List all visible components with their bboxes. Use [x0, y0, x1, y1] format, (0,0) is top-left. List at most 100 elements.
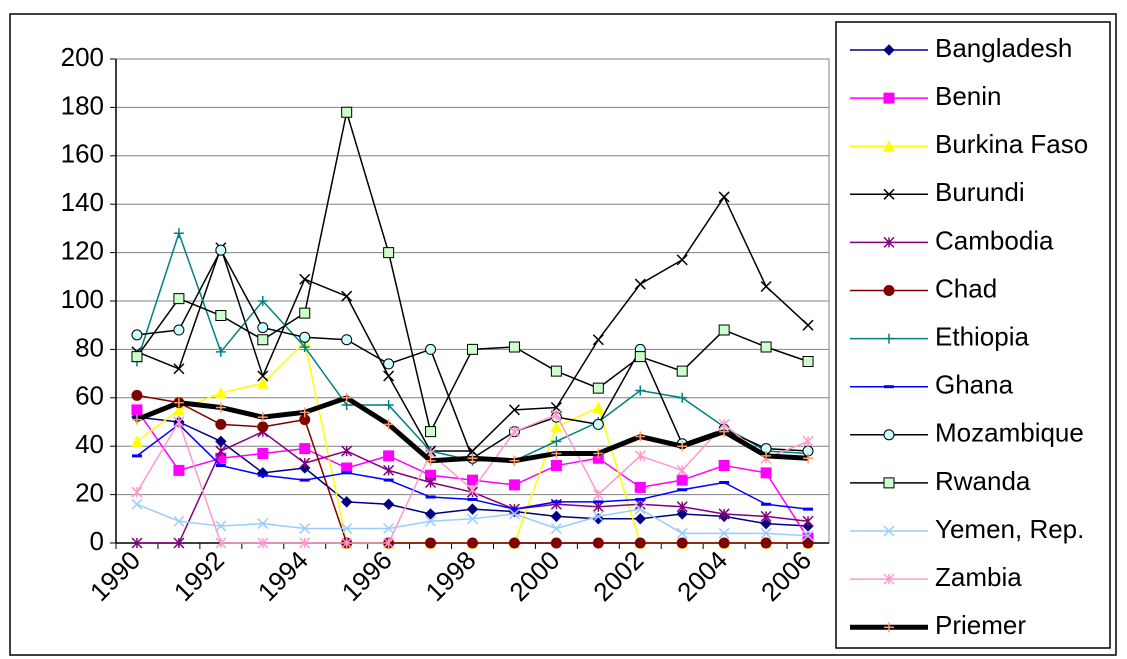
y-tick-label: 20: [75, 477, 104, 507]
point-marker: [718, 191, 730, 203]
point-marker: [215, 445, 227, 457]
legend-label: Benin: [935, 81, 1002, 111]
legend-label: Mozambique: [935, 418, 1084, 448]
point-marker: [802, 445, 814, 457]
point-marker: [466, 484, 479, 496]
point-marker: [760, 341, 772, 353]
point-marker: [634, 278, 646, 290]
legend-label: Rwanda: [935, 466, 1031, 496]
point-marker: [467, 343, 478, 355]
point-marker: [299, 307, 311, 319]
point-marker: [760, 517, 772, 530]
point-marker: [802, 356, 814, 367]
legend-label: Bangladesh: [935, 33, 1072, 63]
point-marker: [467, 537, 479, 549]
point-marker: [131, 414, 142, 425]
point-marker: [467, 474, 478, 486]
legend-label: Yemen, Rep.: [935, 514, 1084, 544]
point-marker: [383, 358, 395, 370]
point-marker: [257, 537, 269, 549]
point-marker: [341, 290, 353, 302]
point-marker: [215, 537, 227, 549]
point-marker: [215, 402, 226, 413]
point-marker: [341, 106, 353, 118]
point-marker: [508, 404, 520, 416]
point-marker: [341, 522, 353, 535]
point-marker: [173, 363, 185, 375]
point-marker: [551, 448, 562, 459]
legend-label: Ghana: [935, 370, 1014, 400]
legend-marker: [884, 333, 894, 344]
point-marker: [131, 329, 143, 341]
point-marker: [802, 319, 814, 331]
point-marker: [424, 508, 437, 520]
legend-marker: [883, 92, 895, 104]
y-tick-label: 140: [61, 187, 104, 217]
point-marker: [257, 412, 268, 423]
point-marker: [508, 537, 520, 549]
point-marker: [383, 400, 394, 411]
point-marker: [340, 496, 353, 508]
point-marker: [550, 537, 562, 549]
legend-marker: [883, 429, 895, 441]
point-marker: [341, 334, 353, 346]
point-marker: [592, 401, 605, 413]
point-marker: [718, 508, 730, 520]
point-marker: [676, 464, 688, 476]
point-marker: [383, 522, 395, 535]
point-marker: [592, 382, 604, 394]
legend-label: Burkina Faso: [935, 129, 1088, 159]
point-marker: [802, 515, 814, 527]
point-marker: [676, 501, 688, 513]
point-marker: [299, 273, 311, 285]
point-marker: [215, 346, 226, 357]
point-marker: [299, 537, 311, 549]
point-marker: [676, 527, 688, 539]
point-marker: [508, 479, 520, 491]
point-marker: [257, 518, 269, 530]
point-marker: [425, 455, 436, 466]
point-marker: [467, 453, 478, 464]
point-marker: [131, 435, 143, 447]
legend-marker: [883, 44, 895, 56]
point-marker: [592, 334, 604, 346]
point-marker: [761, 450, 772, 461]
point-marker: [760, 527, 772, 539]
legend-marker: [883, 140, 895, 152]
point-marker: [550, 510, 563, 523]
point-marker: [718, 527, 730, 539]
point-marker: [592, 489, 604, 501]
point-marker: [257, 447, 269, 459]
point-marker: [173, 515, 185, 527]
point-marker: [131, 351, 143, 363]
point-marker: [257, 322, 269, 334]
point-marker: [676, 365, 688, 377]
point-marker: [383, 419, 394, 430]
point-marker: [257, 334, 269, 346]
point-marker: [299, 443, 311, 455]
point-marker: [550, 365, 562, 377]
point-marker: [634, 450, 646, 462]
point-marker: [173, 324, 185, 336]
point-marker: [676, 537, 688, 549]
legend-marker: [883, 188, 895, 200]
legend-marker: [883, 285, 895, 296]
point-marker: [341, 392, 352, 403]
point-marker: [215, 310, 227, 322]
point-marker: [173, 228, 184, 239]
point-marker: [802, 435, 814, 447]
point-marker: [718, 460, 730, 472]
point-marker: [760, 510, 772, 522]
point-marker: [383, 370, 395, 382]
y-tick-label: 40: [75, 429, 104, 459]
point-marker: [634, 503, 646, 515]
point-marker: [592, 418, 604, 430]
y-tick-label: 200: [61, 42, 104, 72]
point-marker: [760, 280, 772, 293]
point-marker: [760, 537, 772, 549]
point-marker: [592, 537, 604, 549]
y-tick-label: 180: [61, 90, 104, 120]
point-marker: [508, 426, 520, 438]
y-tick-label: 60: [75, 381, 104, 411]
